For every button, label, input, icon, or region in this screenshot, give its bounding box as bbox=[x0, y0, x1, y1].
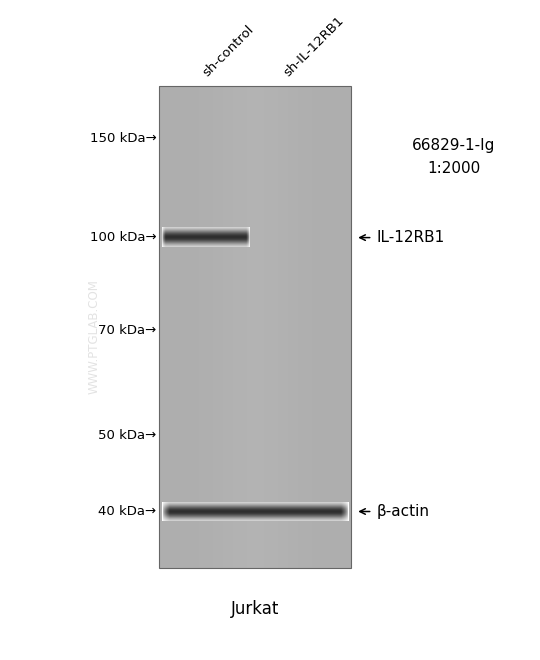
Text: 150 kDa→: 150 kDa→ bbox=[90, 132, 157, 145]
Text: IL-12RB1: IL-12RB1 bbox=[377, 230, 445, 245]
Text: sh-IL-12RB1: sh-IL-12RB1 bbox=[281, 14, 346, 79]
Text: 66829-1-Ig: 66829-1-Ig bbox=[412, 138, 495, 152]
Text: 70 kDa→: 70 kDa→ bbox=[98, 323, 157, 337]
Text: 100 kDa→: 100 kDa→ bbox=[90, 231, 157, 244]
Text: 1:2000: 1:2000 bbox=[427, 161, 480, 176]
Text: sh-control: sh-control bbox=[200, 23, 256, 79]
Text: β-actin: β-actin bbox=[377, 504, 430, 519]
Text: 50 kDa→: 50 kDa→ bbox=[98, 429, 157, 442]
Text: WWW.PTGLAB.COM: WWW.PTGLAB.COM bbox=[88, 279, 101, 394]
Bar bbox=[159, 86, 351, 568]
Text: 40 kDa→: 40 kDa→ bbox=[98, 505, 157, 518]
Text: Jurkat: Jurkat bbox=[231, 599, 279, 618]
